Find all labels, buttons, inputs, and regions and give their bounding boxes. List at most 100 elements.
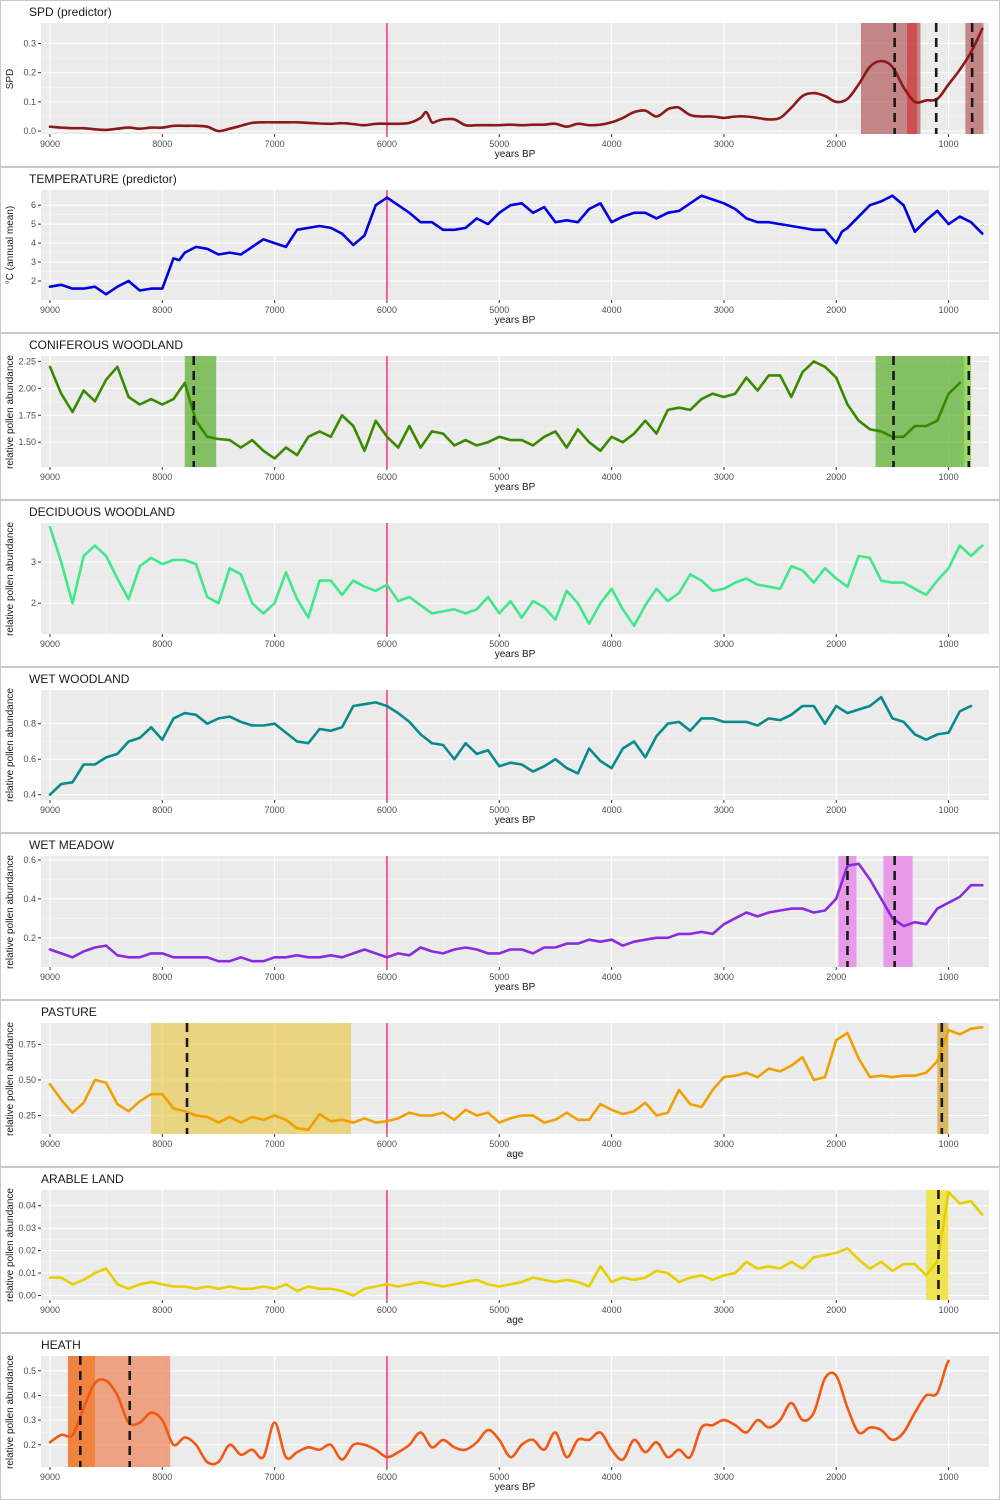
- x-tick-label: 5000: [489, 805, 509, 815]
- x-tick-label: 3000: [714, 1305, 734, 1315]
- x-tick-label: 3000: [714, 139, 734, 149]
- x-tick-label: 1000: [939, 1472, 959, 1482]
- plot-background: [41, 23, 989, 134]
- x-tick-label: 9000: [40, 1472, 60, 1482]
- y-tick-label: 4: [31, 238, 36, 248]
- chart-panel-0: 0.0 0.1 0.2 0.3 9000 8000 7000 6000 5000 4000 3000…: [0, 0, 1000, 167]
- y-tick-label: 0.50: [18, 1075, 36, 1085]
- chart-panel-7: 0.00 0.01 0.02 0.03 0.04 9000 8000 7000 6000 5000…: [0, 1167, 1000, 1333]
- x-axis-label: years BP: [495, 1482, 536, 1493]
- y-tick-label: 0.3: [23, 1415, 36, 1425]
- y-tick-label: 0.4: [23, 1390, 36, 1400]
- x-tick-label: 7000: [265, 1305, 285, 1315]
- y-tick-label: 0.03: [18, 1223, 36, 1233]
- chart-panel-2: 1.50 1.75 2.00 2.25 9000 8000 7000 6000 5000 4000…: [0, 333, 1000, 500]
- x-tick-label: 6000: [377, 639, 397, 649]
- y-tick-label: 1.50: [18, 437, 36, 447]
- shaded-region: [876, 356, 965, 467]
- chart-panel-8: 0.2 0.3 0.4 0.5 9000 8000 7000 6000 5000 4000 3000…: [0, 1333, 1000, 1500]
- x-tick-label: 8000: [152, 1472, 172, 1482]
- y-tick-label: 2.00: [18, 383, 36, 393]
- y-tick-label: 2.25: [18, 356, 36, 366]
- x-tick-label: 8000: [152, 1139, 172, 1149]
- x-tick-label: 5000: [489, 639, 509, 649]
- x-tick-label: 5000: [489, 1472, 509, 1482]
- x-tick-label: 5000: [489, 139, 509, 149]
- y-axis-label: relative pollen abundance: [5, 1355, 16, 1469]
- x-tick-label: 4000: [602, 972, 622, 982]
- y-axis-label: SPD: [5, 68, 16, 89]
- x-tick-label: 3000: [714, 1139, 734, 1149]
- x-tick-label: 4000: [602, 805, 622, 815]
- x-tick-label: 5000: [489, 305, 509, 315]
- y-tick-label: 2: [31, 276, 36, 286]
- x-tick-label: 6000: [377, 139, 397, 149]
- x-axis-label: years BP: [495, 982, 536, 993]
- panel-title: HEATH: [41, 1338, 81, 1352]
- x-tick-label: 8000: [152, 139, 172, 149]
- x-tick-label: 3000: [714, 1472, 734, 1482]
- panel-title: WET MEADOW: [29, 838, 114, 852]
- x-tick-label: 8000: [152, 639, 172, 649]
- x-tick-label: 9000: [40, 1139, 60, 1149]
- y-tick-label: 0.1: [23, 97, 36, 107]
- x-tick-label: 2000: [826, 472, 846, 482]
- x-tick-label: 4000: [602, 139, 622, 149]
- plot-background: [41, 190, 989, 300]
- chart-panel-3: 2 3 9000 8000 7000 6000 5000 4000 3000 2000 1000 DE…: [0, 500, 1000, 667]
- x-tick-label: 7000: [265, 1472, 285, 1482]
- x-tick-label: 2000: [826, 305, 846, 315]
- x-tick-label: 6000: [377, 1472, 397, 1482]
- x-tick-label: 2000: [826, 805, 846, 815]
- y-axis-label: relative pollen abundance: [5, 688, 16, 802]
- plot-svg-1: 2 3 4 5 6 9000 8000 7000 6000 5000 4000 3000 2000 100…: [1, 168, 1000, 334]
- x-tick-label: 6000: [377, 805, 397, 815]
- shaded-region: [965, 23, 983, 134]
- y-tick-label: 0.2: [23, 68, 36, 78]
- x-axis-label: years BP: [495, 482, 536, 493]
- y-axis-label: relative pollen abundance: [5, 355, 16, 469]
- plot-svg-6: 0.25 0.50 0.75 9000 8000 7000 6000 5000 4000 3000…: [1, 1001, 1000, 1168]
- x-tick-label: 9000: [40, 972, 60, 982]
- y-tick-label: 0.04: [18, 1201, 36, 1211]
- y-axis-label: °C (annual mean): [5, 206, 16, 284]
- y-tick-label: 0.25: [18, 1111, 36, 1121]
- x-tick-label: 8000: [152, 1305, 172, 1315]
- x-axis-label: years BP: [495, 649, 536, 660]
- y-tick-label: 0.0: [23, 126, 36, 136]
- panel-title: CONIFEROUS WOODLAND: [29, 338, 183, 352]
- plot-background: [41, 356, 989, 467]
- x-tick-label: 2000: [826, 1305, 846, 1315]
- plot-svg-4: 0.40.60.89000 8000 7000 6000 5000 4000 3000 200…: [1, 668, 1000, 834]
- panel-title: DECIDUOUS WOODLAND: [29, 505, 175, 519]
- panel-title: TEMPERATURE (predictor): [29, 172, 177, 186]
- x-tick-label: 1000: [939, 639, 959, 649]
- x-tick-label: 4000: [602, 1305, 622, 1315]
- y-axis-label: relative pollen abundance: [5, 1188, 16, 1302]
- plot-svg-8: 0.2 0.3 0.4 0.5 9000 8000 7000 6000 5000 4000 3000…: [1, 1334, 1000, 1501]
- x-axis-label: years BP: [495, 149, 536, 160]
- y-tick-label: 0.02: [18, 1246, 36, 1256]
- x-tick-label: 8000: [152, 805, 172, 815]
- x-tick-label: 7000: [265, 139, 285, 149]
- x-tick-label: 1000: [939, 472, 959, 482]
- x-tick-label: 5000: [489, 1139, 509, 1149]
- y-tick-label: 0.4: [23, 894, 36, 904]
- chart-panel-5: 0.2 0.4 0.6 9000 8000 7000 6000 5000 4000 3000 200…: [0, 833, 1000, 1000]
- y-tick-label: 0.2: [23, 1440, 36, 1450]
- x-tick-label: 1000: [939, 972, 959, 982]
- plot-svg-7: 0.00 0.01 0.02 0.03 0.04 9000 8000 7000 6000 5000…: [1, 1168, 1000, 1334]
- x-tick-label: 7000: [265, 639, 285, 649]
- x-axis-label: years BP: [495, 815, 536, 826]
- y-tick-label: 3: [31, 257, 36, 267]
- x-tick-label: 1000: [939, 1305, 959, 1315]
- panel-title: ARABLE LAND: [41, 1172, 124, 1186]
- x-tick-label: 1000: [939, 305, 959, 315]
- plot-svg-0: 0.0 0.1 0.2 0.3 9000 8000 7000 6000 5000 4000 3000…: [1, 1, 1000, 168]
- x-tick-label: 5000: [489, 472, 509, 482]
- x-tick-label: 6000: [377, 472, 397, 482]
- y-tick-label: 2: [31, 598, 36, 608]
- x-tick-label: 7000: [265, 805, 285, 815]
- y-tick-label: 0.4: [23, 790, 36, 800]
- x-tick-label: 4000: [602, 1139, 622, 1149]
